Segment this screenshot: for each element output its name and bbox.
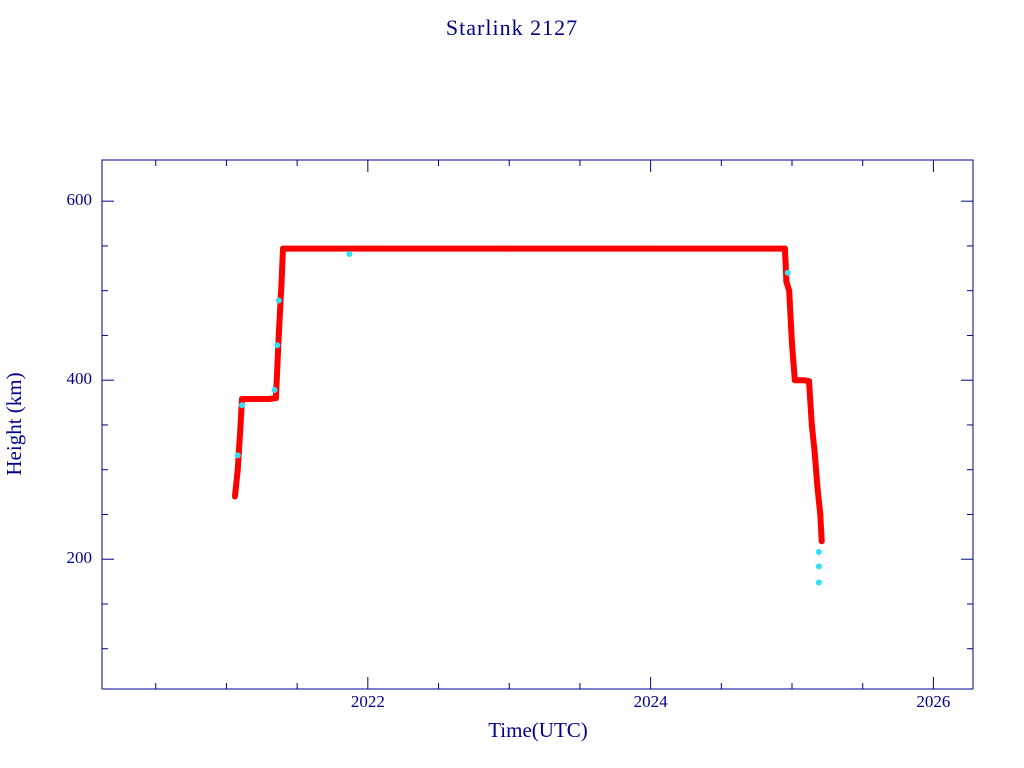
data-point bbox=[791, 377, 798, 384]
x-axis-title: Time(UTC) bbox=[488, 718, 588, 742]
data-point bbox=[265, 395, 272, 402]
data-point bbox=[783, 278, 790, 285]
data-point bbox=[251, 395, 258, 402]
data-line bbox=[231, 245, 825, 542]
data-point bbox=[272, 395, 279, 402]
y-tick-label: 400 bbox=[67, 369, 93, 388]
data-point bbox=[805, 378, 812, 385]
data-point bbox=[234, 466, 241, 473]
x-tick-label: 2024 bbox=[634, 692, 669, 711]
data-point bbox=[815, 549, 822, 556]
chart-title: Starlink 2127 bbox=[446, 15, 578, 40]
data-point bbox=[815, 579, 822, 586]
x-tick-label: 2022 bbox=[351, 692, 385, 711]
data-point bbox=[647, 245, 654, 252]
data-point bbox=[811, 448, 818, 455]
data-point bbox=[817, 511, 824, 518]
data-point bbox=[237, 421, 244, 428]
data-point bbox=[271, 387, 278, 394]
data-point bbox=[789, 341, 796, 348]
data-point bbox=[808, 421, 815, 428]
data-point bbox=[784, 269, 791, 276]
data-point bbox=[818, 538, 825, 545]
data-point bbox=[346, 250, 353, 257]
y-tick-label: 200 bbox=[67, 548, 93, 567]
data-point bbox=[781, 245, 788, 252]
data-point bbox=[238, 395, 245, 402]
data-point bbox=[234, 452, 241, 459]
data-point bbox=[800, 377, 807, 384]
data-point bbox=[786, 287, 793, 294]
data-point bbox=[279, 245, 286, 252]
data-point bbox=[275, 332, 282, 339]
x-tick-label: 2026 bbox=[916, 692, 950, 711]
y-tick-label: 600 bbox=[67, 190, 93, 209]
data-point bbox=[231, 493, 238, 500]
y-axis-title: Height (km) bbox=[2, 372, 26, 475]
data-point bbox=[814, 484, 821, 491]
data-point bbox=[506, 245, 513, 252]
data-point bbox=[364, 245, 371, 252]
plot-frame bbox=[101, 159, 974, 690]
data-point bbox=[815, 563, 822, 570]
data-point bbox=[274, 342, 281, 349]
data-point bbox=[278, 278, 285, 285]
data-point bbox=[238, 402, 245, 409]
data-point bbox=[275, 297, 282, 304]
